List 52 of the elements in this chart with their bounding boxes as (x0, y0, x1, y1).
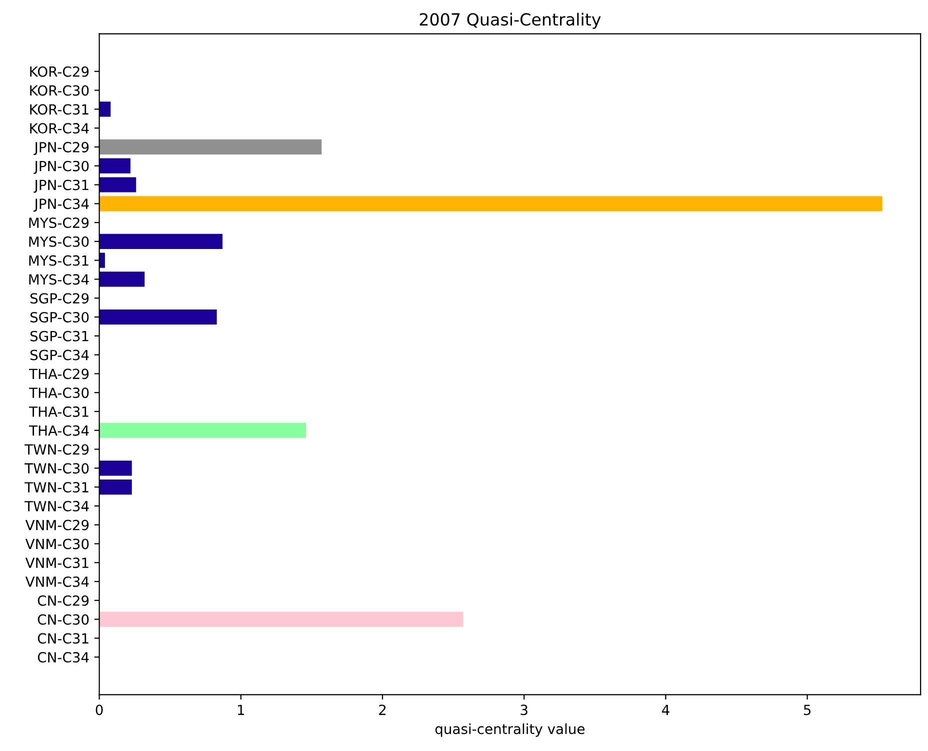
x-tick-label: 5 (804, 704, 810, 716)
y-tick-label: THA-C29 (29, 368, 89, 380)
bar (99, 139, 322, 155)
y-tick-label: KOR-C34 (30, 123, 89, 134)
y-tick-label: MYS-C31 (29, 255, 88, 266)
y-tick-label: VNM-C34 (25, 576, 89, 587)
x-tick-label: 1 (238, 704, 244, 715)
y-tick-label: KOR-C31 (30, 104, 88, 115)
y-tick-label: VNM-C29 (25, 520, 89, 530)
x-axis-title: quasi-centrality value (435, 723, 585, 737)
y-tick-label: CN-C29 (38, 595, 89, 606)
y-tick-label: KOR-C30 (30, 85, 89, 96)
y-tick-label: JPN-C34 (34, 198, 89, 212)
y-tick-label: SGP-C29 (30, 293, 89, 304)
x-tick-label: 3 (520, 704, 528, 716)
y-tick-label: SGP-C34 (30, 350, 89, 360)
bar (99, 479, 132, 495)
y-tick-label: CN-C31 (38, 633, 88, 644)
y-tick-label: KOR-C29 (30, 66, 89, 77)
bar (99, 612, 464, 627)
y-tick-label: MYS-C29 (29, 218, 89, 228)
x-tick-label: 0 (96, 704, 103, 716)
y-tick-label: CN-C34 (38, 652, 89, 663)
y-tick-label: JPN-C29 (34, 142, 89, 156)
y-tick-label: SGP-C30 (30, 312, 89, 322)
y-tick-label: MYS-C34 (29, 274, 89, 285)
bar (99, 158, 130, 174)
y-tick-label: JPN-C31 (34, 180, 88, 193)
bar (99, 102, 111, 117)
y-tick-label: TWN-C29 (24, 444, 89, 455)
bar (99, 422, 306, 438)
bar (99, 196, 882, 212)
y-tick-label: TWN-C34 (24, 500, 89, 512)
y-tick-label: TWN-C31 (24, 482, 88, 493)
x-tick-label: 4 (662, 704, 670, 715)
y-tick-label: CN-C30 (38, 614, 89, 625)
y-tick-label: THA-C34 (29, 425, 89, 436)
bar (99, 272, 145, 287)
chart-title: 2007 Quasi-Centrality (420, 12, 601, 29)
bar (99, 309, 217, 325)
y-tick-label: MYS-C30 (29, 236, 89, 247)
y-tick-label: TWN-C30 (24, 463, 89, 474)
x-tick-label: 2 (379, 704, 386, 715)
y-tick-label: THA-C31 (29, 406, 88, 417)
y-tick-label: SGP-C31 (30, 330, 88, 342)
bar (99, 177, 136, 192)
y-tick-label: THA-C30 (29, 388, 89, 398)
y-tick-label: JPN-C30 (34, 160, 89, 174)
bar (99, 460, 132, 476)
y-tick-label: VNM-C31 (25, 558, 88, 568)
y-tick-label: VNM-C30 (25, 538, 89, 550)
bar (99, 234, 222, 249)
